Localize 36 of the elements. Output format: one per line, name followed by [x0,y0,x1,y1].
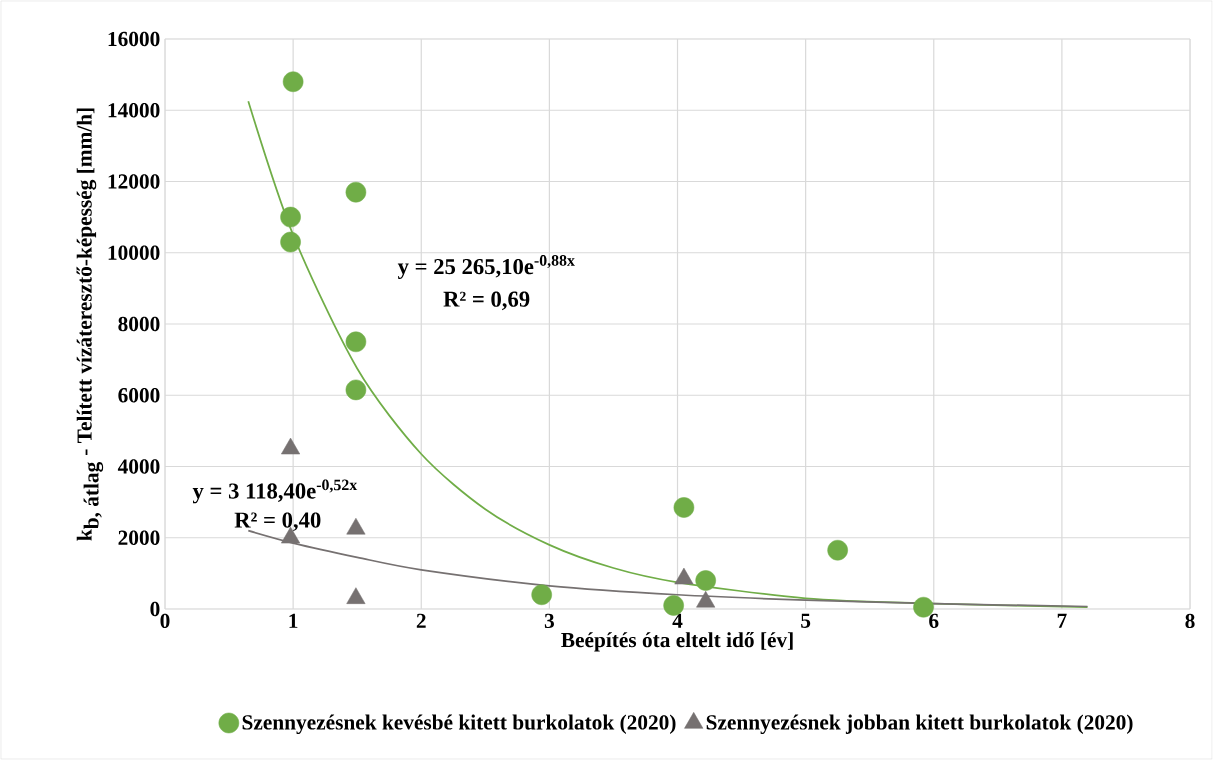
x-axis-title: Beépítés óta eltelt idő [év] [561,631,793,652]
y-tick-label: 10000 [108,245,160,260]
annotation: R² = 0,69 [443,291,530,311]
point [827,539,848,561]
x-tick-label: 4 [672,613,683,628]
point [280,231,301,253]
x-tick-label: 8 [1185,613,1195,629]
x-tick-label: 2 [416,613,426,628]
y-tick-label: 14000 [108,103,160,118]
x-tick-label: 0 [160,613,170,629]
x-tick-label: 6 [929,613,939,629]
y-tick-label: 4000 [117,459,160,474]
point [531,584,552,606]
point [345,331,367,353]
annotation: y = 25 265,10e$^{-0,88x}$ [397,255,575,279]
annotation: R² = 0,40 [234,512,321,532]
y-tick-label: 8000 [118,316,160,332]
x-tick-label: 3 [544,613,554,629]
legend-label: Szennyezésnek kevésbé kitett burkolatok (2020) [242,714,676,735]
y-tick-label: 0 [150,601,160,617]
y-tick-label: 16000 [108,31,160,47]
point [345,181,367,203]
point [282,71,304,93]
y-axis-title: $\mbox{\bfseries k}_{\mbox{\bfseries b, átlag}}\mbox{\bfseries\ - Telített vízáteresztő-képesség [mm/h]}$ [76,108,104,541]
point [280,206,301,228]
legend-label: Szennyezésnek jobban kitett burkolatok (2020) [706,714,1133,735]
x-tick-label: 5 [801,613,811,628]
point [345,379,367,401]
y-tick-label: 6000 [118,388,160,403]
x-tick-label: 7 [1057,613,1067,628]
point [673,497,695,518]
y-tick-label: 12000 [108,174,160,189]
point [695,570,716,591]
x-tick-label: 1 [289,613,298,628]
annotation: y = 3 118,40e$^{-0,52x}$ [192,479,358,504]
y-tick-label: 2000 [118,530,160,545]
